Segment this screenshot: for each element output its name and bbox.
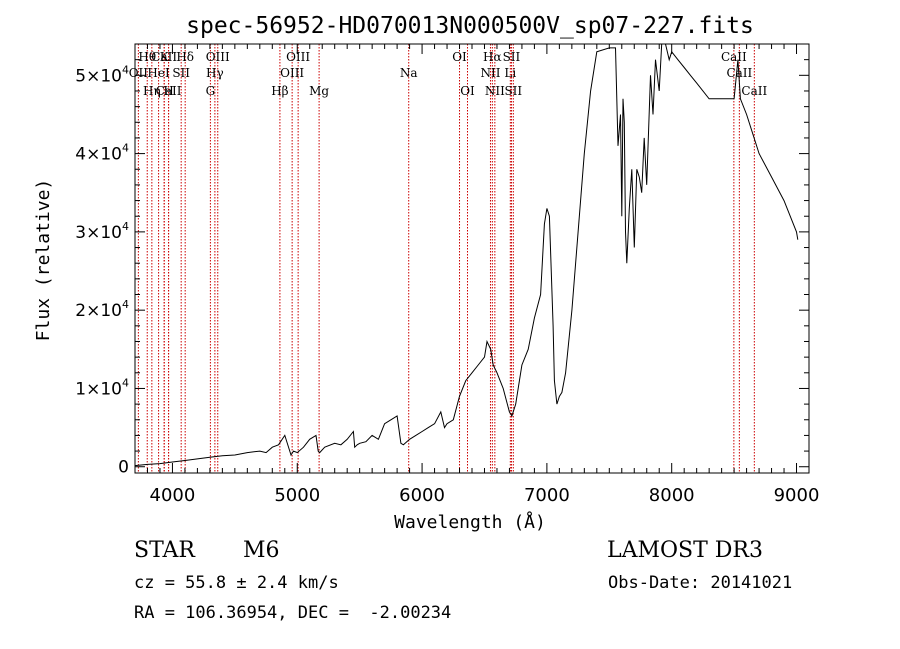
marker-label: OI [452, 50, 467, 64]
x-tick-label: 9000 [774, 485, 820, 506]
survey-name: LAMOST DR3 [607, 538, 763, 563]
x-tick-label: 7000 [524, 485, 570, 506]
y-axis-label: Flux (relative) [33, 179, 54, 342]
marker-label: SII [504, 84, 522, 98]
marker-label: OIII [280, 66, 304, 80]
marker-label: SII [172, 66, 190, 80]
obs-date-text: Obs-Date: 20141021 [608, 573, 793, 593]
marker-label: G [206, 84, 216, 98]
y-tick-label: 3×104 [75, 220, 129, 243]
marker-label: OIII [286, 50, 310, 64]
marker-label: NII [480, 66, 500, 80]
x-tick-label: 8000 [649, 485, 695, 506]
ra-dec-text: RA = 106.36954, DEC = -2.00234 [134, 603, 452, 623]
plot-frame [134, 43, 810, 474]
x-tick-label: 4000 [150, 485, 196, 506]
spectrum-line [134, 43, 799, 467]
marker-label: Hη [143, 84, 161, 98]
y-tick-label: 0 [118, 458, 129, 478]
marker-label: Hγ [206, 66, 224, 80]
marker-label: CaII [741, 84, 767, 98]
marker-label: Hβ [271, 84, 288, 98]
marker-label: OIII [206, 50, 230, 64]
x-axis-ticks: 4000 5000 6000 7000 8000 9000 [146, 44, 820, 506]
marker-label: OI [460, 84, 475, 98]
object-class-value: STAR [134, 538, 195, 563]
subclass: M6 [243, 538, 280, 563]
object-class: STAR [134, 538, 195, 563]
line-markers [137, 44, 755, 473]
marker-label: CaII [151, 50, 177, 64]
y-tick-label: 1×104 [75, 376, 129, 399]
marker-label: HeI [147, 66, 170, 80]
y-tick-label: 5×104 [75, 63, 129, 86]
redshift-text: cz = 55.8 ± 2.4 km/s [134, 573, 339, 593]
marker-label: H [163, 84, 173, 98]
marker-label: Hδ [176, 50, 194, 64]
y-tick-label: 2×104 [75, 298, 129, 321]
x-axis-label: Wavelength (Å) [394, 511, 546, 533]
marker-label: Li [504, 66, 516, 80]
marker-label: Mg [309, 84, 329, 98]
x-tick-label: 6000 [399, 485, 445, 506]
marker-label: K [160, 50, 170, 64]
marker-label: CaII [721, 50, 747, 64]
y-tick-label: 4×104 [75, 142, 129, 165]
marker-label: OII [129, 66, 149, 80]
marker-label: NII [485, 84, 505, 98]
marker-label: CaII [156, 84, 182, 98]
marker-label: CaII [726, 66, 752, 80]
marker-label: Na [400, 66, 418, 80]
marker-label: SII [503, 50, 521, 64]
survey-name-value: LAMOST DR3 [607, 538, 763, 563]
marker-label: Hθ [138, 50, 156, 64]
marker-label: Hα [483, 50, 502, 64]
x-tick-label: 5000 [274, 485, 320, 506]
subclass-value: M6 [243, 538, 280, 563]
chart-title: spec-56952-HD070013N000500V_sp07-227.fit… [186, 13, 754, 39]
y-axis-ticks: 0 1×104 2×104 3×104 4×104 5×104 [75, 43, 809, 478]
